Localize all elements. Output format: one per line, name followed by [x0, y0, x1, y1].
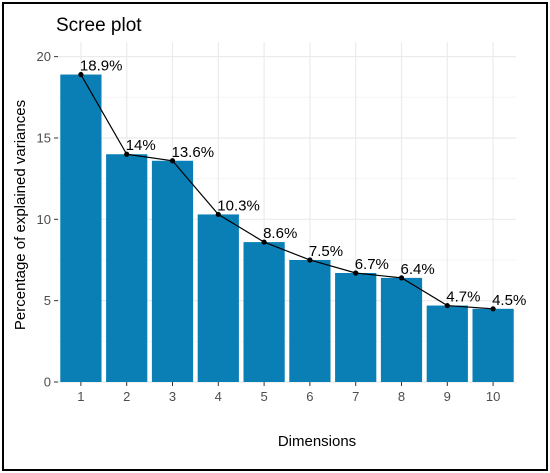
- trend-point-8: [398, 275, 405, 281]
- data-label-9: 4.7%: [446, 289, 480, 306]
- x-tick-label: 4: [215, 389, 222, 404]
- bar-dimension-5: [243, 242, 285, 382]
- y-tick-label: 20: [37, 49, 51, 64]
- x-tick-label: 7: [352, 389, 359, 404]
- bar-dimension-7: [335, 273, 377, 382]
- bar-dimension-4: [197, 214, 239, 382]
- x-tick-label: 10: [486, 389, 500, 404]
- data-label-3: 13.6%: [172, 144, 215, 161]
- bar-dimension-6: [289, 259, 331, 382]
- trend-line: [78, 71, 496, 312]
- trend-point-2: [124, 151, 130, 157]
- trend-point-5: [261, 239, 267, 245]
- bar-dimension-9: [426, 305, 468, 382]
- x-tick-label: 1: [77, 389, 84, 404]
- bar-dimension-2: [106, 154, 148, 382]
- data-labels: 18.9% 14% 13.6% 10.3%8.6% 7.5% 6.7% 6.4% 4.7% 4.…: [80, 58, 526, 309]
- bar-dimension-3: [151, 160, 194, 382]
- scree-plot-chart: Scree plot 18.9% 14% 13.6% 10.3%8.6% 7.5% 6.7…: [12, 15, 526, 450]
- data-label-4: 10.3%: [217, 197, 260, 214]
- x-tick-label: 9: [444, 389, 451, 404]
- trend-point-3: [169, 158, 176, 164]
- data-label-10: 4.5%: [492, 292, 526, 309]
- bars: [60, 74, 514, 382]
- trend-line-path: [80, 74, 494, 310]
- data-label-7: 6.7%: [355, 256, 389, 273]
- trend-point-7: [353, 270, 359, 276]
- x-tick-label: 5: [260, 389, 267, 404]
- trend-point-6: [307, 257, 313, 263]
- bar-dimension-10: [472, 308, 514, 382]
- bar-dimension-1: [60, 74, 102, 382]
- bar-dimension-8: [380, 277, 423, 382]
- data-label-2: 14%: [126, 137, 156, 154]
- y-axis-ticks: 0 5 10 15 20: [37, 49, 58, 390]
- trend-point-1: [78, 71, 84, 78]
- y-tick-label: 0: [44, 375, 51, 390]
- data-label-5: 8.6%: [263, 225, 297, 242]
- x-tick-label: 6: [306, 389, 313, 404]
- y-tick-label: 10: [37, 212, 51, 227]
- data-label-1: 18.9%: [80, 58, 123, 75]
- trend-point-4: [215, 211, 221, 218]
- y-axis-title: Percentage of explained variances: [12, 100, 29, 330]
- trend-point-9: [444, 302, 450, 309]
- chart-title: Scree plot: [56, 15, 142, 36]
- x-tick-label: 8: [398, 389, 405, 404]
- x-tick-label: 3: [169, 389, 176, 404]
- data-label-6: 7.5%: [309, 243, 343, 260]
- trend-point-10: [490, 306, 496, 312]
- x-axis-title: Dimensions: [278, 433, 356, 450]
- x-tick-label: 2: [123, 389, 130, 404]
- y-tick-label: 5: [44, 293, 51, 308]
- x-axis-ticks: 1 2 3 4 5 6 7 8 9 10: [77, 382, 500, 404]
- y-tick-label: 15: [37, 130, 51, 145]
- data-label-8: 6.4%: [401, 261, 435, 278]
